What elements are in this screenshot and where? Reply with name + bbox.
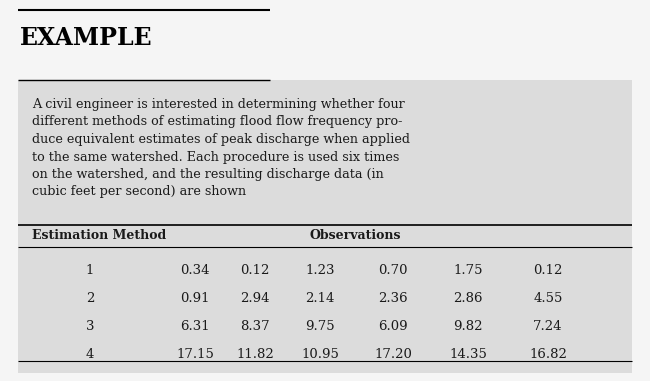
Text: 2.36: 2.36 <box>378 293 408 306</box>
Text: 16.82: 16.82 <box>529 349 567 362</box>
Text: 1.23: 1.23 <box>306 264 335 277</box>
Text: 7.24: 7.24 <box>533 320 563 333</box>
Text: 0.12: 0.12 <box>533 264 563 277</box>
Text: cubic feet per second) are shown: cubic feet per second) are shown <box>32 186 246 199</box>
Text: 14.35: 14.35 <box>449 349 487 362</box>
Text: EXAMPLE: EXAMPLE <box>20 26 153 50</box>
Text: 0.70: 0.70 <box>378 264 408 277</box>
Text: 2.94: 2.94 <box>240 293 270 306</box>
Text: 17.20: 17.20 <box>374 349 412 362</box>
Text: A civil engineer is interested in determining whether four: A civil engineer is interested in determ… <box>32 98 405 111</box>
Text: 10.95: 10.95 <box>301 349 339 362</box>
Text: 11.82: 11.82 <box>236 349 274 362</box>
Text: Estimation Method: Estimation Method <box>32 229 166 242</box>
Text: duce equivalent estimates of peak discharge when applied: duce equivalent estimates of peak discha… <box>32 133 410 146</box>
Text: 0.91: 0.91 <box>180 293 210 306</box>
Text: 0.34: 0.34 <box>180 264 210 277</box>
Text: 9.82: 9.82 <box>453 320 483 333</box>
Text: 6.09: 6.09 <box>378 320 408 333</box>
Text: to the same watershed. Each procedure is used six times: to the same watershed. Each procedure is… <box>32 150 399 163</box>
Bar <box>18 80 632 373</box>
Text: Observations: Observations <box>309 229 401 242</box>
Text: 1: 1 <box>86 264 94 277</box>
Text: 6.31: 6.31 <box>180 320 210 333</box>
Text: 9.75: 9.75 <box>306 320 335 333</box>
Text: 2.86: 2.86 <box>453 293 483 306</box>
Text: 2: 2 <box>86 293 94 306</box>
Text: 0.12: 0.12 <box>240 264 270 277</box>
Text: 3: 3 <box>86 320 94 333</box>
Text: 2.14: 2.14 <box>306 293 335 306</box>
Text: 8.37: 8.37 <box>240 320 270 333</box>
Text: 1.75: 1.75 <box>453 264 483 277</box>
Text: 4: 4 <box>86 349 94 362</box>
Text: different methods of estimating flood flow frequency pro-: different methods of estimating flood fl… <box>32 115 402 128</box>
Text: 17.15: 17.15 <box>176 349 214 362</box>
Text: on the watershed, and the resulting discharge data (in: on the watershed, and the resulting disc… <box>32 168 384 181</box>
Text: 4.55: 4.55 <box>533 293 563 306</box>
